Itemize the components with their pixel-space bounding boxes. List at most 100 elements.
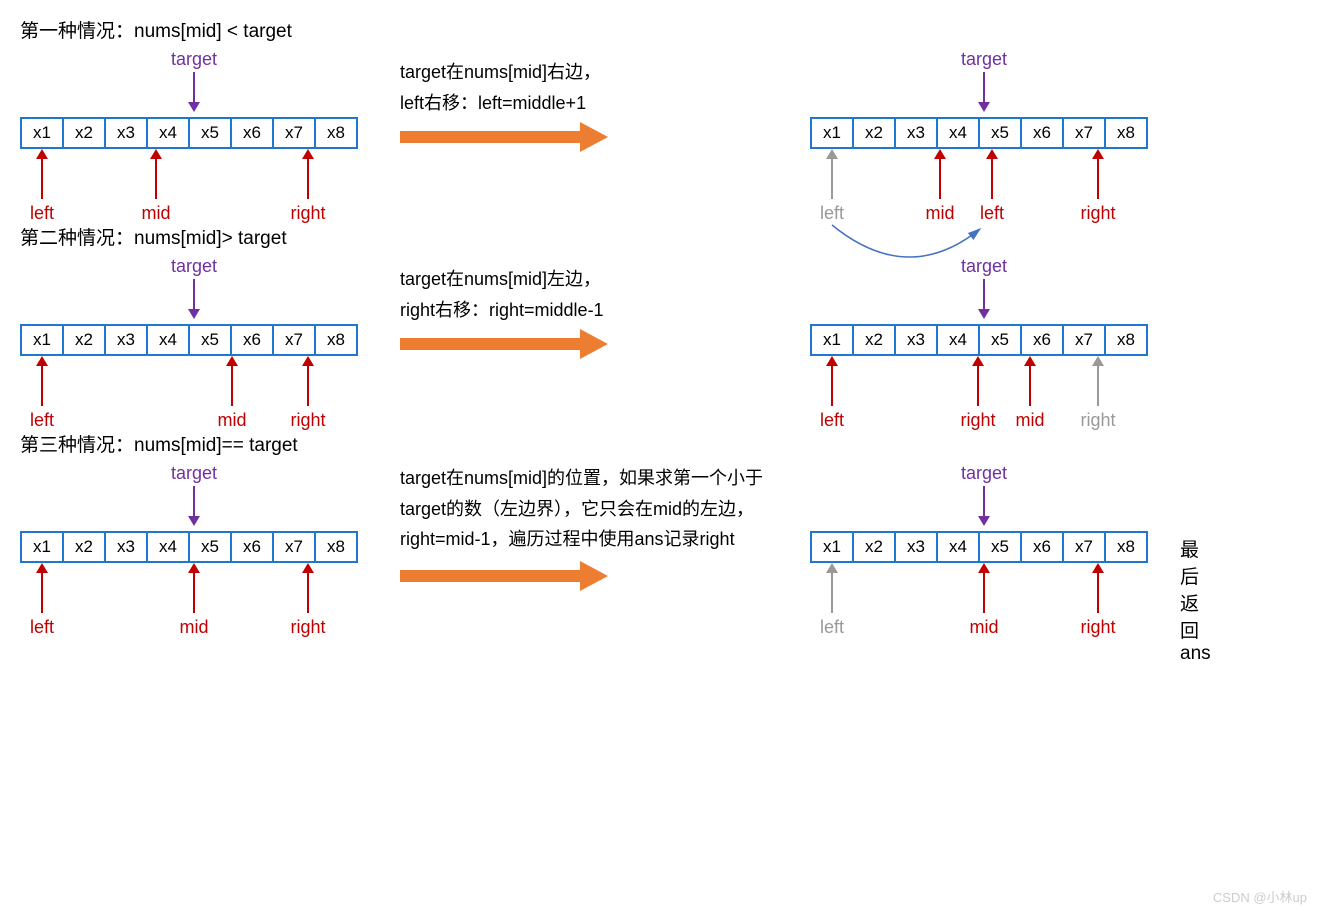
bottom-pointer-mid-1: mid [202,356,262,431]
cell-4: x5 [188,324,232,356]
cell-5: x6 [230,324,274,356]
cell-6: x7 [272,117,316,149]
cell-5: x6 [1020,324,1064,356]
cell-1: x2 [852,324,896,356]
cell-2: x3 [104,117,148,149]
left-array-case-2: targetx1x2x3x4x5x6x7x8leftmidright [20,463,390,631]
case-row-2: targetx1x2x3x4x5x6x7x8leftmidrighttarget… [20,463,1305,631]
cell-2: x3 [894,117,938,149]
cell-3: x4 [936,324,980,356]
cell-1: x2 [62,531,106,563]
middle-col-1: target在nums[mid]左边，right右移：right=middle-… [390,256,790,359]
pointer-label: right [278,617,338,638]
pointer-label: right [278,203,338,224]
pointer-label: left [12,617,72,638]
cell-6: x7 [272,324,316,356]
left-array-case-1: targetx1x2x3x4x5x6x7x8leftmidright [20,256,390,424]
left-array-case-0: targetx1x2x3x4x5x6x7x8leftmidright [20,49,390,217]
cell-2: x3 [894,531,938,563]
cell-0: x1 [20,324,64,356]
array-cells: x1x2x3x4x5x6x7x8 [20,531,390,563]
case-title-2: 第三种情况：nums[mid]== target [20,430,1305,457]
cell-0: x1 [810,324,854,356]
target-pointer: target [954,256,1014,319]
cell-7: x8 [1104,324,1148,356]
middle-desc: target在nums[mid]右边，left右移：left=middle+1 [400,57,780,118]
cell-1: x2 [852,117,896,149]
target-label: target [954,256,1014,277]
middle-col-0: target在nums[mid]右边，left右移：left=middle+1 [390,49,790,152]
bottom-pointer-mid-1: mid [164,563,224,638]
cell-0: x1 [20,117,64,149]
cell-1: x2 [62,117,106,149]
watermark: CSDN @小林up [1213,887,1307,906]
cell-2: x3 [894,324,938,356]
target-pointer: target [954,463,1014,526]
case-row-0: targetx1x2x3x4x5x6x7x8leftmidrighttarget… [20,49,1305,217]
cell-5: x6 [230,531,274,563]
case-row-1: targetx1x2x3x4x5x6x7x8leftmidrighttarget… [20,256,1305,424]
pointer-label: mid [202,410,262,431]
cell-4: x5 [978,117,1022,149]
cell-4: x5 [978,531,1022,563]
cell-4: x5 [188,531,232,563]
right-array-case-1: targetx1x2x3x4x5x6x7x8leftrightmidright [810,256,1180,424]
target-pointer: target [164,256,224,319]
pointer-label: left [802,410,862,431]
cell-1: x2 [852,531,896,563]
bottom-pointer-right-1: right [948,356,1008,431]
cell-7: x8 [314,117,358,149]
array-cells: x1x2x3x4x5x6x7x8 [810,531,1180,563]
array-cells: x1x2x3x4x5x6x7x8 [810,324,1180,356]
cell-3: x4 [936,117,980,149]
middle-col-2: target在nums[mid]的位置，如果求第一个小于target的数（左边界… [390,463,790,591]
middle-desc: target在nums[mid]左边，right右移：right=middle-… [400,264,780,325]
bottom-pointer-mid-1: mid [910,149,970,224]
bottom-pointer-right-2: right [278,149,338,224]
cell-7: x8 [314,531,358,563]
cell-5: x6 [230,117,274,149]
bottom-pointer-mid-1: mid [954,563,1014,638]
cell-5: x6 [1020,117,1064,149]
cell-0: x1 [20,531,64,563]
pointer-label: right [948,410,1008,431]
bottom-pointer-right-3: right [1068,356,1128,431]
bottom-pointer-left-0: left [12,563,72,638]
array-cells: x1x2x3x4x5x6x7x8 [20,117,390,149]
right-array-case-0: targetx1x2x3x4x5x6x7x8leftmidleftright [810,49,1180,217]
cell-3: x4 [146,324,190,356]
array-cells: x1x2x3x4x5x6x7x8 [810,117,1180,149]
target-pointer: target [164,463,224,526]
cell-2: x3 [104,324,148,356]
cell-7: x8 [314,324,358,356]
target-label: target [954,49,1014,70]
cell-0: x1 [810,117,854,149]
pointer-label: left [12,203,72,224]
target-label: target [164,256,224,277]
bottom-pointer-mid-2: mid [1000,356,1060,431]
cell-6: x7 [1062,324,1106,356]
right-array-case-2: targetx1x2x3x4x5x6x7x8leftmidright最后返回an… [810,463,1180,631]
target-label: target [954,463,1014,484]
cell-6: x7 [1062,531,1106,563]
bottom-pointer-right-2: right [1068,563,1128,638]
pointer-label: right [1068,617,1128,638]
target-pointer: target [164,49,224,112]
array-cells: x1x2x3x4x5x6x7x8 [20,324,390,356]
bottom-pointer-left-0: left [12,149,72,224]
cell-7: x8 [1104,117,1148,149]
cell-6: x7 [272,531,316,563]
cell-0: x1 [810,531,854,563]
pointer-label: mid [954,617,1014,638]
cell-3: x4 [146,531,190,563]
pointer-label: right [1068,410,1128,431]
bottom-pointer-left-2: left [962,149,1022,224]
bottom-pointer-left-0: left [802,563,862,638]
bottom-pointer-left-0: left [802,149,862,224]
cell-3: x4 [936,531,980,563]
pointer-label: mid [126,203,186,224]
target-label: target [164,463,224,484]
bottom-pointer-left-0: left [12,356,72,431]
bottom-pointer-right-2: right [278,563,338,638]
pointer-label: mid [1000,410,1060,431]
